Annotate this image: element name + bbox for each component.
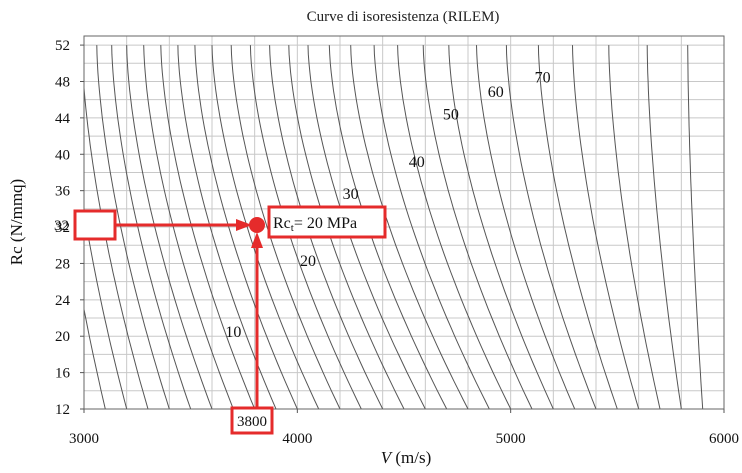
y-tick-label: 40 xyxy=(55,147,70,163)
isoresistance-curve xyxy=(723,390,724,409)
isoresistance-curve xyxy=(687,45,704,409)
curve-label: 70 xyxy=(535,69,551,86)
isoresistance-curve xyxy=(373,45,490,409)
y-tick-label: 12 xyxy=(55,402,70,418)
grid-lines xyxy=(84,36,724,409)
y-tick-label: 16 xyxy=(55,366,71,382)
isoresistance-curve xyxy=(143,45,234,409)
isoresistance-curve xyxy=(397,45,512,409)
isoresistance-curve xyxy=(350,45,469,409)
isoresistance-curve xyxy=(422,45,533,409)
vertical-arrow-head xyxy=(251,232,263,248)
isoresistance-curve xyxy=(160,45,256,409)
y-tick-label: 48 xyxy=(55,74,70,90)
curve-label: 10 xyxy=(225,324,241,341)
x-value-label: 3800 xyxy=(237,414,267,430)
isoresistance-curve xyxy=(177,45,277,409)
y-tick-label: 52 xyxy=(55,38,70,54)
horizontal-arrow-head xyxy=(236,219,252,231)
isoresistance-curve xyxy=(211,45,320,409)
isoresistance-curve xyxy=(448,45,554,409)
curve-label: 20 xyxy=(300,253,316,270)
y-tick-label: 32 xyxy=(55,220,70,236)
x-axis-label: V (m/s) xyxy=(381,448,432,467)
y-value-label: 32 xyxy=(54,218,69,234)
x-tick-labels: 3000 4000 5000 6000 xyxy=(69,409,739,447)
y-tick-label: 20 xyxy=(55,329,70,345)
curve-value-labels: 10 20 30 40 50 60 70 xyxy=(225,69,550,341)
y-tick-label: 24 xyxy=(55,293,71,309)
isoresistance-curve xyxy=(608,45,661,409)
reading-annotation: 32 3800 Rct= 20 MPa xyxy=(54,205,387,435)
y-axis-label: Rc (N/mmq) xyxy=(7,179,26,265)
curve-label: 60 xyxy=(488,84,504,101)
isoresistance-curve xyxy=(230,45,341,409)
isoresistance-curve xyxy=(126,45,213,409)
result-box xyxy=(267,205,387,239)
plot-frame xyxy=(83,35,725,410)
isoresistance-curve xyxy=(194,45,298,409)
isoresistance-curve xyxy=(537,45,618,409)
isoresistance-curve xyxy=(84,306,106,409)
curve-label: 30 xyxy=(343,186,359,203)
y-value-box xyxy=(73,209,117,241)
chart-title: Curve di isoresistenza (RILEM) xyxy=(307,9,500,25)
isoresistance-curve xyxy=(476,45,576,409)
isoresistance-curve xyxy=(505,45,597,409)
isoresistance-curve xyxy=(96,45,170,409)
x-value-box xyxy=(230,406,274,435)
isoresistance-curve xyxy=(572,45,640,409)
x-tick-label: 6000 xyxy=(709,431,739,447)
x-tick-label: 5000 xyxy=(496,431,526,447)
reading-point xyxy=(249,217,265,233)
x-tick-label: 3000 xyxy=(69,431,99,447)
y-tick-label: 44 xyxy=(55,111,71,127)
y-tick-labels: 12 16 20 24 28 32 36 40 44 48 52 xyxy=(55,38,84,418)
x-tick-label: 4000 xyxy=(282,431,312,447)
isoresistance-curve xyxy=(646,45,682,409)
isoresistance-curve xyxy=(111,45,192,409)
y-tick-label: 36 xyxy=(55,184,71,200)
result-label: Rct= 20 MPa xyxy=(273,215,357,234)
curve-label: 50 xyxy=(443,107,459,124)
curve-label: 40 xyxy=(409,154,425,171)
y-tick-label: 28 xyxy=(55,256,70,272)
